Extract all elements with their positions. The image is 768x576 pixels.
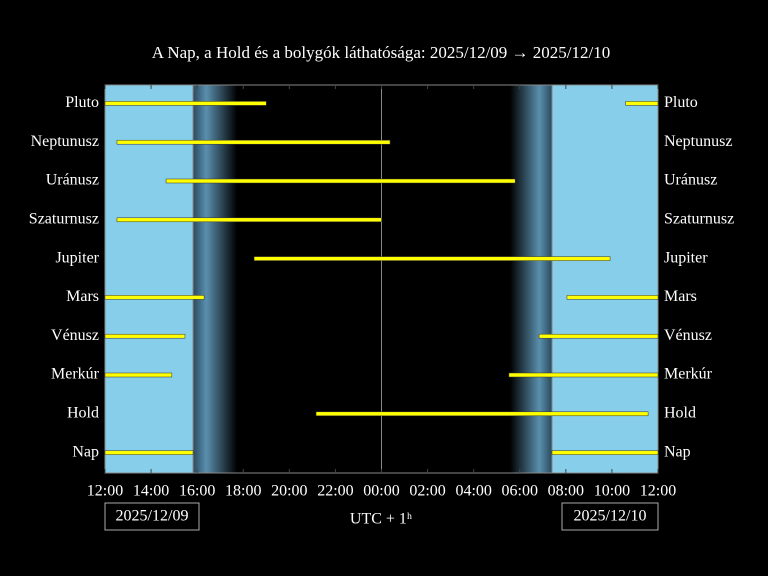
x-tick-label: 16:00	[179, 483, 215, 500]
x-tick-label: 06:00	[502, 483, 538, 500]
x-tick-label: 14:00	[133, 483, 169, 500]
daylight	[105, 85, 194, 473]
x-tick-label: 22:00	[317, 483, 353, 500]
category-label: Mars	[664, 288, 697, 305]
date-box	[561, 502, 659, 531]
twilight	[510, 85, 553, 473]
category-label: Neptunusz	[31, 133, 99, 150]
category-label: Merkúr	[51, 366, 100, 383]
x-tick-label: 10:00	[594, 483, 630, 500]
visibility-bar	[104, 333, 186, 339]
category-label: Jupiter	[664, 249, 708, 266]
category-label: Neptunusz	[664, 133, 732, 150]
x-tick-label: 18:00	[225, 483, 261, 500]
visibility-bar	[116, 217, 382, 223]
visibility-bar	[551, 450, 659, 455]
x-tick-label: 04:00	[455, 483, 491, 500]
visibility-bar	[104, 450, 194, 455]
category-label: Hold	[664, 404, 696, 421]
category-label: Uránusz	[46, 172, 99, 189]
category-label: Vénusz	[664, 327, 712, 344]
visibility-bar	[538, 333, 659, 339]
twilight	[193, 85, 238, 473]
category-label: Szaturnusz	[664, 210, 734, 227]
visibility-bar	[253, 256, 611, 261]
end-date: 2025/12/10	[574, 508, 647, 525]
visibility-bar	[104, 101, 267, 106]
visibility-bar	[104, 372, 173, 378]
category-label: Merkúr	[664, 366, 713, 383]
category-label: Mars	[66, 288, 99, 305]
visibility-bar	[116, 139, 391, 145]
x-tick-label: 02:00	[409, 483, 445, 500]
x-tick-label: 08:00	[548, 483, 584, 500]
daylight	[552, 85, 658, 473]
visibility-bar	[508, 372, 659, 378]
category-label: Pluto	[65, 94, 99, 111]
x-tick-label: 20:00	[271, 483, 307, 500]
visibility-bar	[315, 411, 649, 417]
x-tick-label: 12:00	[87, 483, 123, 500]
visibility-bar	[165, 178, 516, 184]
start-date: 2025/12/09	[116, 508, 189, 525]
category-label: Vénusz	[51, 327, 99, 344]
category-label: Hold	[67, 404, 99, 421]
visibility-bar	[566, 295, 659, 300]
category-label: Nap	[664, 443, 691, 460]
category-label: Uránusz	[664, 172, 717, 189]
category-label: Pluto	[664, 94, 698, 111]
category-label: Szaturnusz	[29, 210, 99, 227]
chart-title: A Nap, a Hold és a bolygók láthatósága: …	[152, 43, 610, 62]
visibility-bar	[104, 295, 205, 300]
x-axis-label: UTC + 1ʰ	[350, 511, 412, 528]
category-label: Jupiter	[55, 249, 99, 266]
x-tick-label: 12:00	[640, 483, 676, 500]
category-label: Nap	[72, 443, 99, 460]
visibility-bar	[625, 101, 659, 106]
date-box	[104, 502, 200, 531]
x-tick-label: 00:00	[363, 483, 399, 500]
